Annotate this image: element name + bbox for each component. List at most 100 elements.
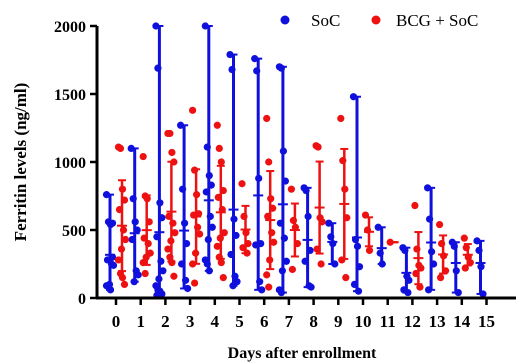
data-point bbox=[208, 223, 216, 231]
data-point bbox=[102, 191, 111, 199]
data-point bbox=[127, 144, 135, 152]
data-point bbox=[194, 223, 202, 231]
legend-label-bcg: BCG + SoC bbox=[396, 11, 478, 30]
data-point bbox=[255, 174, 263, 182]
data-point bbox=[331, 260, 339, 268]
data-point bbox=[293, 240, 301, 248]
data-point bbox=[343, 214, 351, 222]
data-point bbox=[230, 215, 238, 223]
data-point bbox=[130, 278, 138, 286]
data-point bbox=[437, 274, 445, 282]
data-point bbox=[131, 218, 139, 226]
data-point bbox=[282, 257, 290, 265]
data-point bbox=[114, 256, 123, 264]
data-point bbox=[108, 219, 117, 227]
data-point bbox=[268, 229, 276, 237]
data-point bbox=[304, 212, 312, 220]
data-point bbox=[183, 240, 191, 248]
data-point bbox=[129, 195, 137, 203]
data-point bbox=[401, 246, 409, 254]
data-point bbox=[341, 185, 349, 193]
data-point bbox=[281, 177, 289, 185]
data-point bbox=[376, 249, 384, 257]
data-point bbox=[191, 279, 199, 287]
data-point bbox=[177, 121, 185, 129]
y-ticks: 0 500 1000 1500 2000 bbox=[54, 19, 97, 308]
data-point bbox=[157, 257, 165, 265]
data-point bbox=[412, 269, 420, 278]
data-point bbox=[226, 50, 234, 59]
data-point bbox=[154, 64, 162, 72]
data-point bbox=[318, 218, 326, 226]
data-point bbox=[155, 275, 163, 283]
data-point bbox=[201, 22, 209, 30]
data-point bbox=[219, 186, 227, 195]
data-point bbox=[120, 280, 129, 288]
data-point bbox=[141, 269, 149, 278]
data-point bbox=[244, 240, 252, 248]
data-point bbox=[166, 253, 174, 261]
data-point bbox=[454, 288, 462, 297]
data-point bbox=[193, 191, 201, 199]
data-point bbox=[153, 233, 161, 241]
legend-item-bcg: BCG + SoC bbox=[371, 11, 478, 30]
data-point bbox=[442, 267, 450, 275]
x-tick-label: 4 bbox=[211, 312, 220, 331]
data-point bbox=[265, 158, 273, 166]
series-soc bbox=[102, 22, 487, 299]
y-tick-label: 500 bbox=[62, 223, 86, 240]
data-point bbox=[353, 242, 362, 250]
legend-item-soc: SoC bbox=[280, 11, 340, 30]
data-point bbox=[158, 214, 166, 222]
data-point bbox=[189, 260, 197, 268]
data-point bbox=[144, 240, 152, 248]
data-point bbox=[143, 195, 151, 203]
data-point bbox=[325, 219, 333, 227]
data-point bbox=[140, 234, 148, 242]
data-point bbox=[354, 287, 363, 295]
data-point bbox=[351, 235, 360, 244]
data-point bbox=[270, 238, 278, 246]
data-point bbox=[118, 185, 127, 193]
data-point bbox=[263, 271, 271, 279]
data-point bbox=[263, 114, 271, 123]
data-point bbox=[218, 206, 226, 214]
data-point bbox=[416, 283, 424, 291]
data-point bbox=[170, 158, 178, 166]
data-point bbox=[425, 286, 433, 294]
data-point bbox=[438, 240, 446, 248]
data-point bbox=[428, 248, 436, 256]
series-bcg bbox=[114, 106, 474, 291]
x-tick-label: 7 bbox=[285, 312, 294, 331]
data-point bbox=[253, 67, 261, 75]
data-point bbox=[207, 181, 215, 189]
data-point bbox=[278, 267, 286, 275]
data-point bbox=[217, 158, 225, 166]
data-point bbox=[477, 263, 485, 271]
data-point bbox=[301, 257, 309, 265]
legend-label-soc: SoC bbox=[311, 11, 340, 30]
data-point bbox=[475, 246, 483, 254]
x-tick-label: 11 bbox=[380, 312, 396, 331]
data-point bbox=[265, 283, 273, 291]
data-point bbox=[118, 274, 127, 282]
data-point bbox=[251, 55, 259, 63]
data-point bbox=[139, 259, 147, 267]
data-point bbox=[302, 186, 310, 195]
data-point bbox=[452, 267, 460, 275]
data-point bbox=[337, 114, 345, 123]
data-point bbox=[386, 238, 394, 246]
data-point bbox=[119, 226, 128, 234]
data-point bbox=[342, 274, 350, 282]
x-tick-label: 2 bbox=[161, 312, 170, 331]
data-point bbox=[165, 212, 173, 220]
data-point bbox=[159, 267, 167, 275]
x-tick-label: 8 bbox=[309, 312, 318, 331]
data-point bbox=[203, 143, 211, 151]
data-point bbox=[181, 219, 189, 227]
data-point bbox=[363, 226, 372, 234]
data-point bbox=[215, 253, 223, 261]
data-point bbox=[349, 93, 358, 101]
data-point bbox=[291, 223, 299, 231]
